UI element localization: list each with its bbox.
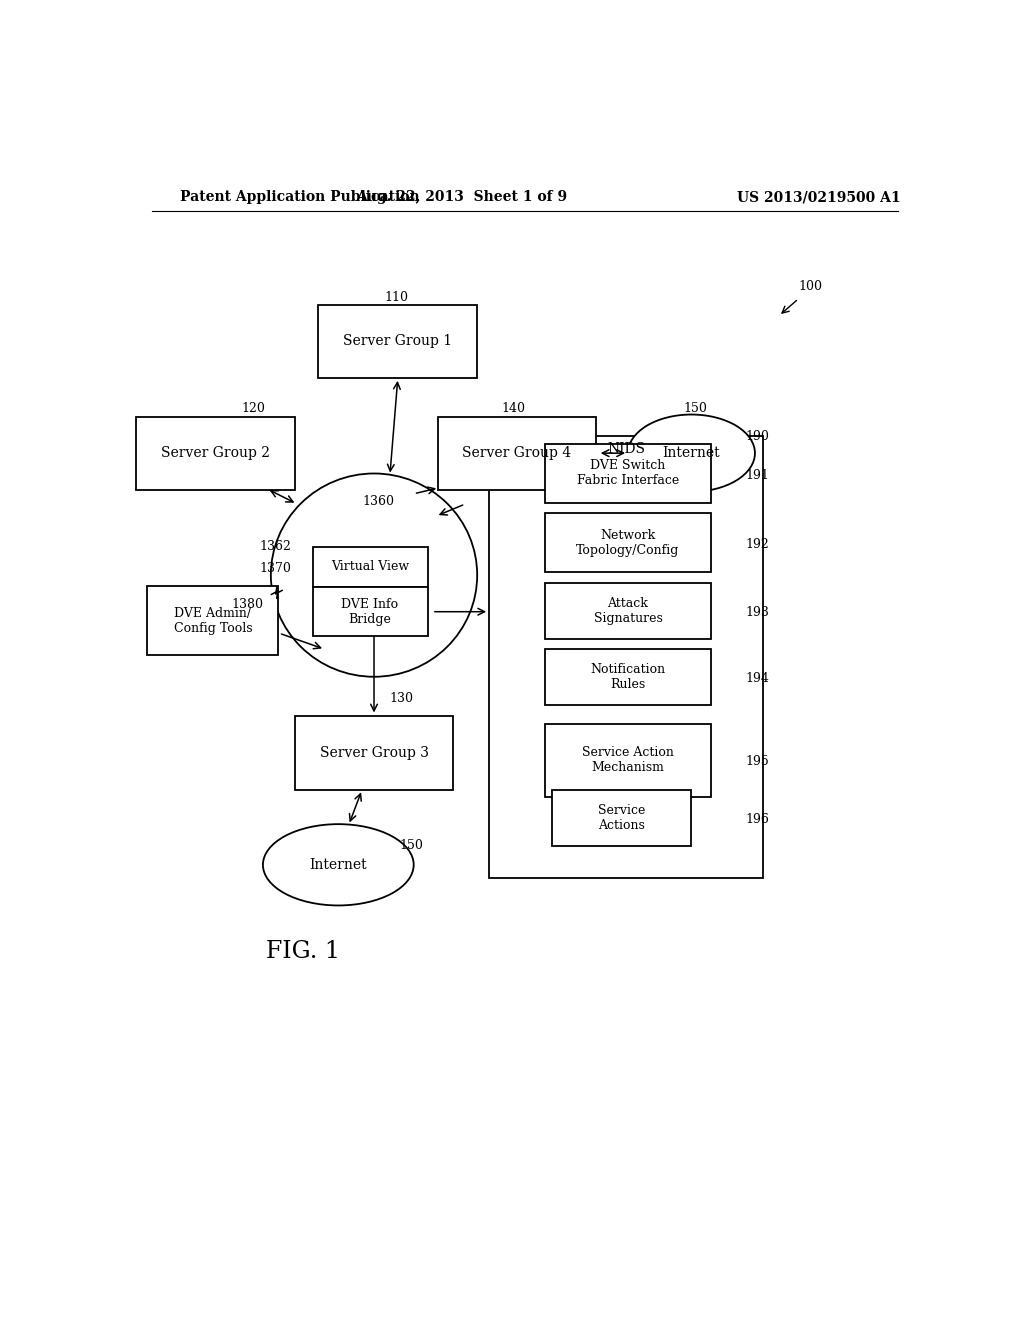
FancyBboxPatch shape: [552, 791, 691, 846]
Text: Network
Topology/Config: Network Topology/Config: [577, 528, 680, 557]
Text: DVE Switch
Fabric Interface: DVE Switch Fabric Interface: [577, 459, 679, 487]
Text: 120: 120: [242, 401, 265, 414]
FancyBboxPatch shape: [147, 586, 279, 656]
Text: 195: 195: [745, 755, 769, 768]
Text: Aug. 22, 2013  Sheet 1 of 9: Aug. 22, 2013 Sheet 1 of 9: [355, 190, 567, 205]
Text: 196: 196: [745, 813, 769, 826]
Text: Notification
Rules: Notification Rules: [591, 663, 666, 690]
Text: 1380: 1380: [231, 598, 263, 611]
FancyBboxPatch shape: [312, 546, 428, 587]
Text: 150: 150: [399, 838, 423, 851]
Text: 150: 150: [684, 401, 708, 414]
Text: 192: 192: [745, 537, 769, 550]
FancyBboxPatch shape: [295, 717, 454, 789]
Text: 193: 193: [745, 606, 769, 619]
Ellipse shape: [628, 414, 755, 492]
FancyBboxPatch shape: [312, 587, 428, 636]
FancyBboxPatch shape: [545, 444, 712, 503]
FancyBboxPatch shape: [489, 436, 763, 878]
Text: Internet: Internet: [309, 858, 368, 871]
Text: NIDS: NIDS: [607, 442, 645, 457]
Text: 110: 110: [384, 290, 409, 304]
Text: Patent Application Publication: Patent Application Publication: [179, 190, 419, 205]
Text: Virtual View: Virtual View: [331, 561, 410, 573]
Text: 191: 191: [745, 469, 769, 482]
FancyBboxPatch shape: [136, 417, 295, 490]
FancyBboxPatch shape: [437, 417, 596, 490]
Text: US 2013/0219500 A1: US 2013/0219500 A1: [736, 190, 900, 205]
Text: FIG. 1: FIG. 1: [265, 940, 340, 962]
Text: Attack
Signatures: Attack Signatures: [594, 597, 663, 624]
Text: 1360: 1360: [362, 495, 394, 508]
Text: 140: 140: [501, 401, 525, 414]
Text: Server Group 3: Server Group 3: [319, 746, 428, 760]
FancyBboxPatch shape: [545, 582, 712, 639]
Text: DVE Switch
Fabric: DVE Switch Fabric: [332, 560, 416, 590]
FancyBboxPatch shape: [545, 513, 712, 572]
Text: DVE Admin/
Config Tools: DVE Admin/ Config Tools: [174, 607, 252, 635]
Text: Server Group 1: Server Group 1: [343, 334, 453, 348]
Text: DVE Info
Bridge: DVE Info Bridge: [341, 598, 398, 626]
FancyBboxPatch shape: [545, 723, 712, 797]
FancyBboxPatch shape: [318, 305, 477, 378]
Text: Server Group 2: Server Group 2: [161, 446, 269, 461]
Text: 1370: 1370: [259, 562, 291, 576]
FancyBboxPatch shape: [545, 649, 712, 705]
Text: Internet: Internet: [663, 446, 720, 461]
Text: 100: 100: [799, 280, 822, 293]
Text: Service Action
Mechanism: Service Action Mechanism: [582, 746, 674, 774]
Text: 130: 130: [390, 692, 414, 705]
Ellipse shape: [263, 824, 414, 906]
Ellipse shape: [270, 474, 477, 677]
Text: 194: 194: [745, 672, 769, 685]
Text: Server Group 4: Server Group 4: [462, 446, 571, 461]
Text: 190: 190: [745, 430, 769, 444]
Text: 1362: 1362: [259, 540, 291, 553]
Text: Service
Actions: Service Actions: [598, 804, 645, 832]
